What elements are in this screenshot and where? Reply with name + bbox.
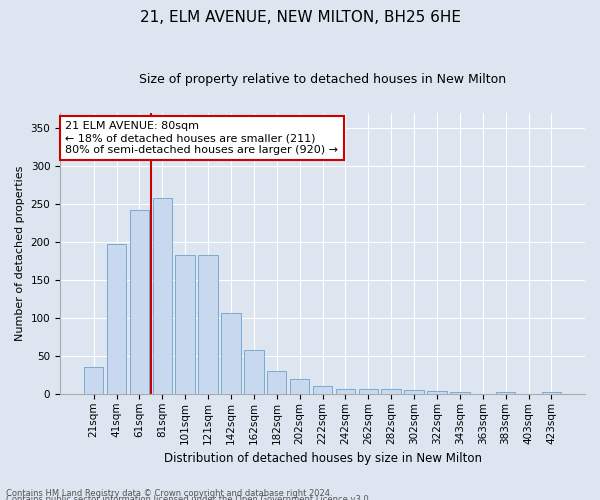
X-axis label: Distribution of detached houses by size in New Milton: Distribution of detached houses by size … xyxy=(164,452,482,465)
Bar xyxy=(107,244,126,394)
Text: Contains public sector information licensed under the Open Government Licence v3: Contains public sector information licen… xyxy=(6,495,371,500)
Bar xyxy=(221,312,241,394)
Bar xyxy=(313,386,332,394)
Bar xyxy=(244,350,263,394)
Bar xyxy=(496,392,515,394)
Bar xyxy=(427,391,446,394)
Bar xyxy=(335,390,355,394)
Bar xyxy=(84,368,103,394)
Y-axis label: Number of detached properties: Number of detached properties xyxy=(15,166,25,341)
Bar xyxy=(130,210,149,394)
Bar xyxy=(267,371,286,394)
Bar xyxy=(359,390,378,394)
Text: Contains HM Land Registry data © Crown copyright and database right 2024.: Contains HM Land Registry data © Crown c… xyxy=(6,488,332,498)
Bar xyxy=(199,255,218,394)
Text: 21, ELM AVENUE, NEW MILTON, BH25 6HE: 21, ELM AVENUE, NEW MILTON, BH25 6HE xyxy=(139,10,461,25)
Bar xyxy=(382,390,401,394)
Bar xyxy=(290,378,310,394)
Bar xyxy=(175,255,195,394)
Bar xyxy=(152,198,172,394)
Text: 21 ELM AVENUE: 80sqm
← 18% of detached houses are smaller (211)
80% of semi-deta: 21 ELM AVENUE: 80sqm ← 18% of detached h… xyxy=(65,122,338,154)
Bar xyxy=(404,390,424,394)
Title: Size of property relative to detached houses in New Milton: Size of property relative to detached ho… xyxy=(139,72,506,86)
Bar xyxy=(542,392,561,394)
Bar xyxy=(450,392,470,394)
